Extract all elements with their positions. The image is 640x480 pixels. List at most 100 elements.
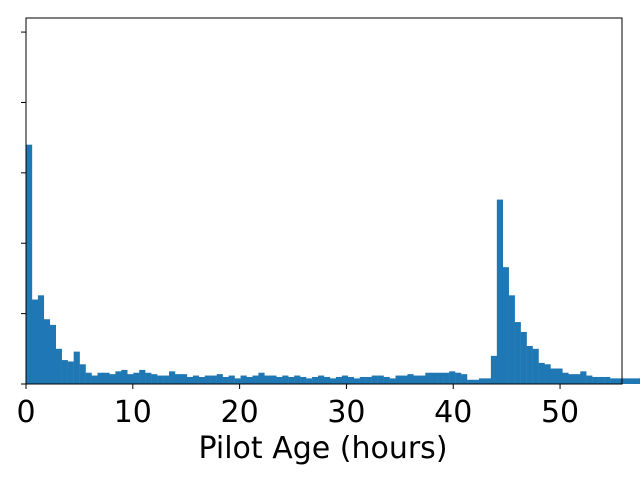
histogram-bar [383,376,390,384]
histogram-bar [252,375,259,384]
x-tick-label: 40 [434,395,472,430]
histogram-bar [604,376,611,384]
histogram-bar [324,376,331,384]
histogram-bar [312,376,319,384]
histogram-bar [26,144,33,384]
histogram-bar [544,364,551,384]
histogram-bar [473,379,480,384]
histogram-bar [115,371,122,384]
histogram-bar [443,372,450,384]
histogram-bar [300,376,307,384]
histogram-bars [26,144,640,384]
axes: 0 10 20 30 40 50 [16,17,623,430]
x-axis-label: Pilot Age (hours) [198,431,447,466]
histogram-bar [43,319,51,384]
histogram-bar [157,375,164,384]
histogram-bar [139,369,146,384]
histogram-bar [79,364,86,384]
histogram-bar [109,374,116,384]
histogram-bar [538,362,545,384]
histogram-bar [103,372,110,384]
histogram-bar [61,360,68,384]
histogram-bar [556,368,563,384]
histogram-bar [240,375,247,384]
histogram-bar [449,371,456,384]
histogram-bar [258,372,265,384]
histogram-bar [186,376,194,384]
histogram-bar [335,376,343,384]
x-tick-label: 30 [327,395,365,430]
x-tick-label: 50 [541,395,579,430]
histogram-bar [264,375,271,384]
histogram-bar [288,376,295,384]
histogram-bar [586,375,593,384]
histogram-bar [353,378,360,384]
histogram-bar [270,375,277,384]
histogram-bar [478,378,486,384]
histogram-bar [371,375,378,384]
histogram-bar [175,374,182,384]
histogram-bar [508,295,515,384]
x-tick-label: 10 [114,395,152,430]
histogram-bar [163,375,170,384]
histogram-bar [145,372,152,384]
histogram-bar [467,379,474,384]
histogram-bar [520,331,527,384]
histogram-bar [198,376,205,384]
histogram-bar [562,372,569,384]
histogram-bar [329,378,337,384]
histogram-bar [37,295,45,384]
histogram-bar [455,372,462,384]
x-tick-label: 0 [16,395,35,430]
histogram-bar [401,375,408,384]
histogram-bar [413,375,420,384]
histogram-bar [151,374,158,384]
histogram-bar [377,375,384,384]
histogram-bar [341,375,349,384]
histogram-bar [395,375,402,384]
histogram-bar [627,378,635,384]
histogram-bar [592,376,599,384]
histogram-bar [425,372,432,384]
histogram-bar [389,378,396,384]
histogram-bar [180,374,188,384]
histogram-bar [169,371,176,384]
histogram-bar [490,355,498,384]
histogram-bar [532,348,539,384]
histogram-bar [616,378,623,384]
histogram-bar [276,376,283,384]
histogram-bar [204,375,211,384]
x-tick-label: 20 [221,395,259,430]
histogram-bar [496,199,503,384]
histogram-bar [461,374,468,384]
histogram-bar [437,372,444,384]
plot-frame [25,17,623,385]
histogram-bar [246,376,253,384]
histogram-bar [580,371,587,384]
histogram-bar [234,378,241,384]
histogram-bar [210,375,217,384]
histogram-bar [49,324,56,384]
histogram-bar [85,372,92,384]
histogram-bar [622,378,629,384]
histogram-bar [282,375,289,384]
histogram-bar [192,375,200,384]
histogram-bar [419,375,426,384]
histogram-bar [306,378,313,384]
histogram-bar [359,376,366,384]
histogram-bar [318,375,325,384]
histogram-bar [550,368,557,384]
histogram-bar [133,372,140,384]
histogram-bar [514,322,521,384]
histogram-bar [407,374,414,384]
histogram-bar [484,378,492,384]
histogram-bar [610,378,617,384]
histogram-bar [294,375,301,384]
histogram-bar [347,376,354,384]
histogram-bar [568,374,575,384]
histogram-bar [121,369,128,384]
histogram-bar [97,372,104,384]
histogram-bar [598,376,605,384]
histogram-bar [526,345,533,384]
histogram-bar [216,374,223,384]
